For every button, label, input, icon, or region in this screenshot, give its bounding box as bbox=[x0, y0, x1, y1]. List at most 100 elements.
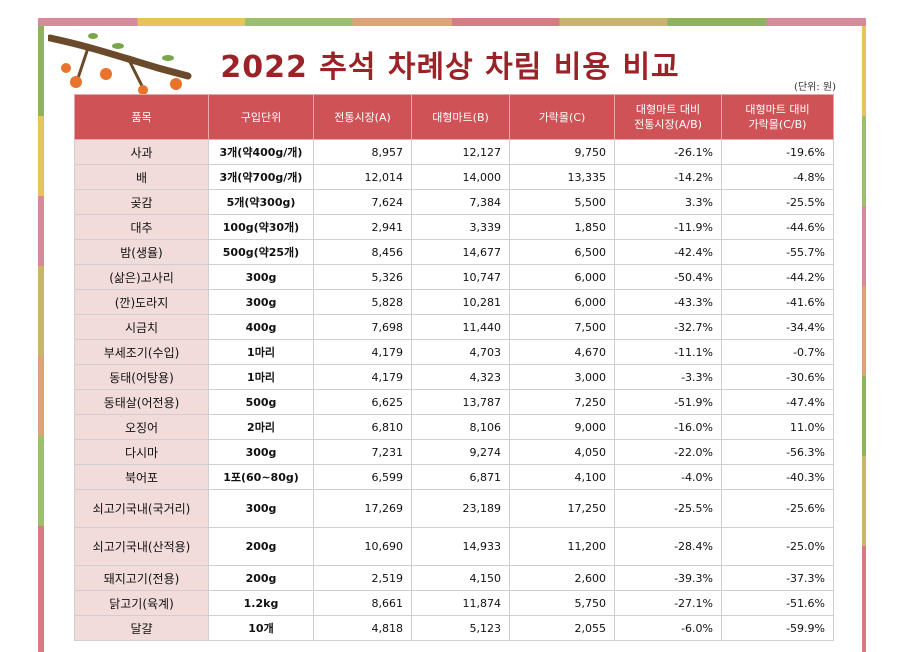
cell-unit: 200g bbox=[208, 527, 314, 566]
cell-cb: -25.0% bbox=[721, 527, 834, 566]
cell-item: 닭고기(육계) bbox=[74, 590, 209, 616]
cell-a: 4,179 bbox=[313, 364, 412, 390]
cell-item: (깐)도라지 bbox=[74, 289, 209, 315]
table-row: (삶은)고사리 300g 5,326 10,747 6,000 -50.4% -44.2% bbox=[74, 264, 834, 290]
table-row: 대추 100g(약30개) 2,941 3,339 1,850 -11.9% -44.6% bbox=[74, 214, 834, 240]
table-row: 쇠고기국내(국거리) 300g 17,269 23,189 17,250 -25.5% -2… bbox=[74, 489, 834, 528]
cell-unit: 300g bbox=[208, 264, 314, 290]
cell-unit: 500g bbox=[208, 389, 314, 415]
cell-unit: 100g(약30개) bbox=[208, 214, 314, 240]
cell-a: 4,818 bbox=[313, 615, 412, 641]
cell-a: 2,941 bbox=[313, 214, 412, 240]
cell-ab: -11.9% bbox=[614, 214, 722, 240]
column-header: 구입단위 bbox=[208, 94, 314, 140]
table-row: (깐)도라지 300g 5,828 10,281 6,000 -43.3% -41.6% bbox=[74, 289, 834, 315]
cell-unit: 3개(약400g/개) bbox=[208, 139, 314, 165]
cell-cb: -51.6% bbox=[721, 590, 834, 616]
cell-cb: -40.3% bbox=[721, 464, 834, 490]
cell-ab: -4.0% bbox=[614, 464, 722, 490]
cell-ab: -11.1% bbox=[614, 339, 722, 365]
cell-c: 5,500 bbox=[509, 189, 615, 215]
cell-c: 2,600 bbox=[509, 565, 615, 591]
table-row: 닭고기(육계) 1.2kg 8,661 11,874 5,750 -27.1% -51.6% bbox=[74, 590, 834, 616]
cell-item: 사과 bbox=[74, 139, 209, 165]
cell-item: 다시마 bbox=[74, 439, 209, 465]
cell-unit: 1포(60~80g) bbox=[208, 464, 314, 490]
cell-ab: -43.3% bbox=[614, 289, 722, 315]
cell-ab: -51.9% bbox=[614, 389, 722, 415]
cell-b: 14,000 bbox=[411, 164, 510, 190]
cell-b: 4,323 bbox=[411, 364, 510, 390]
table-row: 쇠고기국내(산적용) 200g 10,690 14,933 11,200 -28.4% -2… bbox=[74, 527, 834, 566]
cell-c: 13,335 bbox=[509, 164, 615, 190]
cell-unit: 5개(약300g) bbox=[208, 189, 314, 215]
cell-b: 3,339 bbox=[411, 214, 510, 240]
cell-unit: 300g bbox=[208, 289, 314, 315]
cell-unit: 10개 bbox=[208, 615, 314, 641]
cell-a: 6,599 bbox=[313, 464, 412, 490]
table-row: 시금치 400g 7,698 11,440 7,500 -32.7% -34.4% bbox=[74, 314, 834, 340]
cell-cb: 11.0% bbox=[721, 414, 834, 440]
cell-b: 4,703 bbox=[411, 339, 510, 365]
cell-a: 10,690 bbox=[313, 527, 412, 566]
cell-b: 13,787 bbox=[411, 389, 510, 415]
cell-item: 쇠고기국내(산적용) bbox=[74, 527, 209, 566]
cell-cb: -59.9% bbox=[721, 615, 834, 641]
cell-b: 14,933 bbox=[411, 527, 510, 566]
cell-a: 6,625 bbox=[313, 389, 412, 415]
cell-c: 11,200 bbox=[509, 527, 615, 566]
cell-a: 7,231 bbox=[313, 439, 412, 465]
cell-unit: 400g bbox=[208, 314, 314, 340]
cell-a: 8,957 bbox=[313, 139, 412, 165]
table-row: 곶감 5개(약300g) 7,624 7,384 5,500 3.3% -25.5% bbox=[74, 189, 834, 215]
cell-item: (삶은)고사리 bbox=[74, 264, 209, 290]
cell-c: 7,250 bbox=[509, 389, 615, 415]
cell-a: 17,269 bbox=[313, 489, 412, 528]
table-row: 오징어 2마리 6,810 8,106 9,000 -16.0% 11.0% bbox=[74, 414, 834, 440]
cell-unit: 1마리 bbox=[208, 364, 314, 390]
table-body: 사과 3개(약400g/개) 8,957 12,127 9,750 -26.1% -19.6… bbox=[74, 139, 834, 641]
page-title: 2022 추석 차례상 차림 비용 비교 bbox=[220, 50, 680, 85]
cell-c: 5,750 bbox=[509, 590, 615, 616]
table-header-row: 품목 구입단위 전통시장(A) 대형마트(B) 가락몰(C) 대형마트 대비 전통시장(A/… bbox=[74, 94, 834, 140]
cell-b: 23,189 bbox=[411, 489, 510, 528]
cell-b: 5,123 bbox=[411, 615, 510, 641]
table-row: 부세조기(수입) 1마리 4,179 4,703 4,670 -11.1% -0.7% bbox=[74, 339, 834, 365]
table-row: 달걀 10개 4,818 5,123 2,055 -6.0% -59.9% bbox=[74, 615, 834, 641]
cell-c: 6,000 bbox=[509, 264, 615, 290]
cell-cb: -30.6% bbox=[721, 364, 834, 390]
cell-cb: -47.4% bbox=[721, 389, 834, 415]
cell-ab: -26.1% bbox=[614, 139, 722, 165]
cell-a: 8,456 bbox=[313, 239, 412, 265]
cell-b: 4,150 bbox=[411, 565, 510, 591]
cell-unit: 300g bbox=[208, 439, 314, 465]
cell-b: 8,106 bbox=[411, 414, 510, 440]
cell-item: 곶감 bbox=[74, 189, 209, 215]
cell-ab: -39.3% bbox=[614, 565, 722, 591]
table-row: 돼지고기(전용) 200g 2,519 4,150 2,600 -39.3% -37.3% bbox=[74, 565, 834, 591]
persimmon-branch-icon bbox=[48, 33, 192, 95]
cell-a: 7,698 bbox=[313, 314, 412, 340]
column-header: 가락몰(C) bbox=[509, 94, 615, 140]
column-header: 대형마트 대비 가락몰(C/B) bbox=[721, 94, 834, 140]
cell-ab: -25.5% bbox=[614, 489, 722, 528]
cell-item: 배 bbox=[74, 164, 209, 190]
cell-c: 2,055 bbox=[509, 615, 615, 641]
cell-unit: 2마리 bbox=[208, 414, 314, 440]
cell-a: 5,828 bbox=[313, 289, 412, 315]
column-header: 전통시장(A) bbox=[313, 94, 412, 140]
cell-a: 2,519 bbox=[313, 565, 412, 591]
cell-ab: 3.3% bbox=[614, 189, 722, 215]
cell-unit: 300g bbox=[208, 489, 314, 528]
cell-b: 12,127 bbox=[411, 139, 510, 165]
cell-b: 11,874 bbox=[411, 590, 510, 616]
cell-b: 7,384 bbox=[411, 189, 510, 215]
cell-b: 11,440 bbox=[411, 314, 510, 340]
cell-a: 6,810 bbox=[313, 414, 412, 440]
cell-b: 14,677 bbox=[411, 239, 510, 265]
cell-item: 대추 bbox=[74, 214, 209, 240]
cell-cb: -0.7% bbox=[721, 339, 834, 365]
cell-unit: 3개(약700g/개) bbox=[208, 164, 314, 190]
cell-item: 돼지고기(전용) bbox=[74, 565, 209, 591]
cell-cb: -19.6% bbox=[721, 139, 834, 165]
